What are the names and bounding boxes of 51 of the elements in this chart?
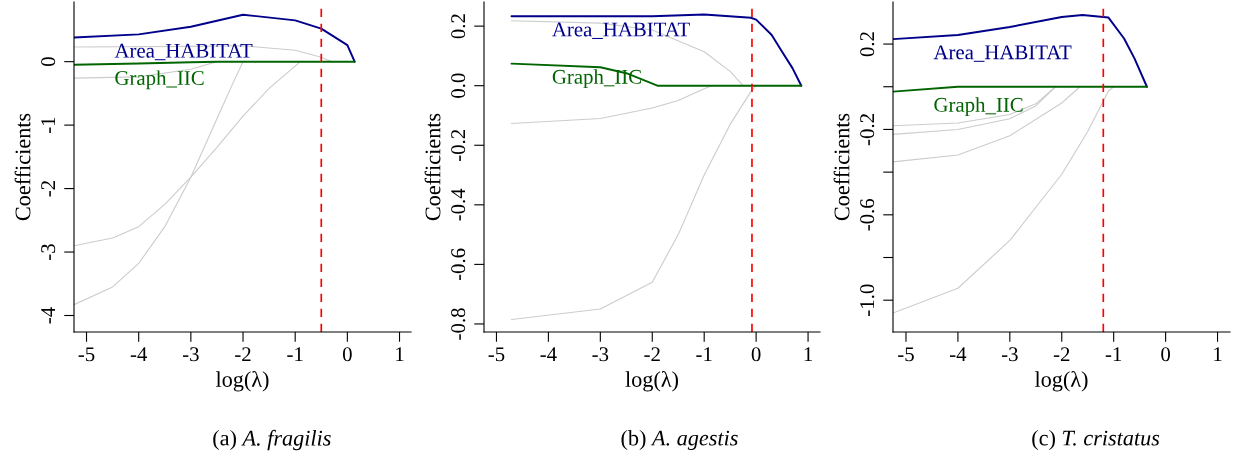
x-tick-label: -3 <box>182 347 199 362</box>
x-tick-label: -2 <box>644 347 660 362</box>
y-tick-label: 0 <box>41 57 56 67</box>
y-tick-label: -1 <box>41 117 55 134</box>
x-tick-label: 0 <box>342 347 352 362</box>
series-label: Area_HABITAT <box>114 43 253 61</box>
text: (c) T. cristatus <box>1032 429 1160 451</box>
x-tick-label: -5 <box>898 347 914 362</box>
y-tick-label: -3 <box>41 244 56 260</box>
y-tick-label: -0.2 <box>451 129 466 161</box>
x-tick-label: -5 <box>488 347 505 362</box>
y-tick-label: -0.8 <box>451 308 466 340</box>
x-tick-label: -3 <box>1001 347 1018 362</box>
x-tick-label: 1 <box>396 347 404 362</box>
y-tick-label: -2 <box>41 181 55 197</box>
series-label: Graph_IIC <box>934 97 1023 117</box>
x-tick-label: -4 <box>950 347 967 362</box>
x-tick-label: -4 <box>540 347 557 362</box>
series-label: Area_HABITAT <box>552 22 690 39</box>
x-tick-label: -1 <box>287 347 303 362</box>
x-tick-label: -1 <box>1105 347 1122 362</box>
y-tick-label: -4 <box>41 307 55 324</box>
x-tick-label: -4 <box>130 347 148 362</box>
x-tick-label: 0 <box>1161 347 1171 362</box>
series-label: Graph_IIC <box>115 70 204 90</box>
y-tick-label: -1.0 <box>860 284 875 316</box>
y-tick-label: -0.6 <box>451 248 466 281</box>
x-tick-label: 1 <box>804 347 813 362</box>
y-tick-label: -0.6 <box>860 198 875 231</box>
x-tick-label: -2 <box>235 347 251 362</box>
text: (b) A. agestis <box>621 429 738 451</box>
y-tick-label: 0.0 <box>451 73 466 98</box>
series-label: Area_HABITAT <box>933 45 1072 62</box>
y-tick-label: -0.4 <box>451 188 466 221</box>
y-axis-title: Coefficients <box>833 113 850 221</box>
text: (a) A. fragilis <box>213 429 331 451</box>
y-tick-label: 0.2 <box>860 32 875 57</box>
x-tick-label: 0 <box>751 347 761 362</box>
x-axis-title: log(λ) <box>625 371 679 392</box>
y-axis-title: Coefficients <box>14 113 31 221</box>
series-label: Graph_IIC <box>552 69 641 89</box>
x-tick-label: -5 <box>78 347 95 362</box>
y-tick-label: -0.2 <box>860 114 875 146</box>
y-tick-label: 0.2 <box>451 14 466 39</box>
x-tick-label: -1 <box>696 347 712 362</box>
y-axis-title: Coefficients <box>424 113 441 221</box>
x-tick-label: -3 <box>592 347 609 362</box>
x-tick-label: 1 <box>1214 347 1222 362</box>
x-axis-title: log(λ) <box>1034 371 1088 392</box>
x-tick-label: -2 <box>1053 347 1070 362</box>
x-axis-title: log(λ) <box>215 371 269 392</box>
